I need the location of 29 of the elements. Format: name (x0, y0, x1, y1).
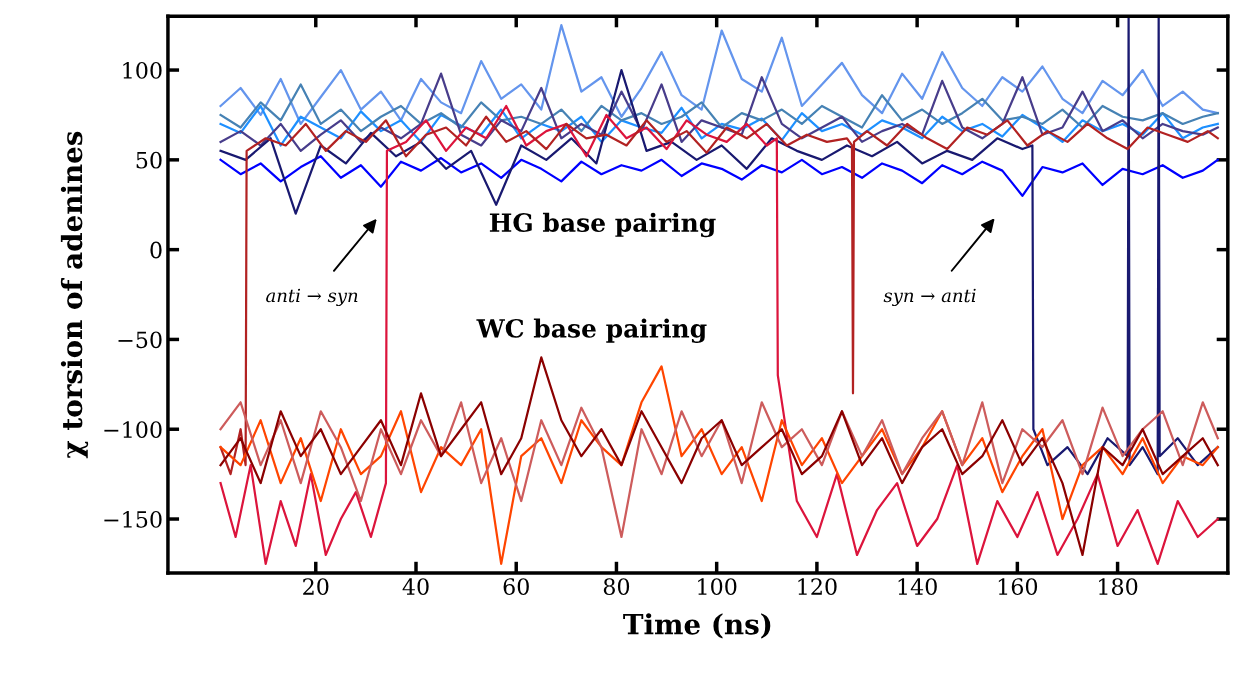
line-series (219, 104, 1219, 147)
line-series (219, 401, 1219, 539)
line-series (219, 83, 1219, 133)
x-tick-label: 100 (698, 578, 737, 595)
x-tick-label: 120 (798, 578, 837, 595)
y-tick-label: −100 (104, 421, 162, 438)
line-series (219, 155, 1219, 197)
x-tick-label: 80 (603, 578, 630, 595)
y-tick-label: −50 (118, 331, 162, 349)
x-tick-label: 60 (503, 578, 529, 595)
x-tick-label: 20 (303, 578, 329, 595)
x-tick-label: 40 (402, 578, 429, 595)
line-series (219, 72, 1219, 152)
annotation: HG base pairing (489, 212, 716, 238)
annotation: anti → syn (266, 288, 358, 307)
y-tick-label: 50 (136, 151, 162, 169)
x-tick-label: 160 (998, 578, 1038, 595)
y-tick-label: −150 (104, 510, 162, 528)
x-axis-title: Time (ns) (623, 613, 771, 639)
y-axis-title: χ torsion of adenines (60, 131, 89, 459)
y-tick-label: 0 (150, 241, 162, 259)
annotation: syn → anti (883, 288, 976, 307)
x-tick-label: 140 (898, 578, 937, 595)
annotation: WC base pairing (476, 318, 707, 343)
line-series (219, 24, 1219, 126)
line-series (219, 115, 1219, 476)
y-tick-label: 100 (123, 62, 162, 79)
x-tick-label: 180 (1099, 578, 1138, 595)
line-series (219, 104, 1219, 566)
